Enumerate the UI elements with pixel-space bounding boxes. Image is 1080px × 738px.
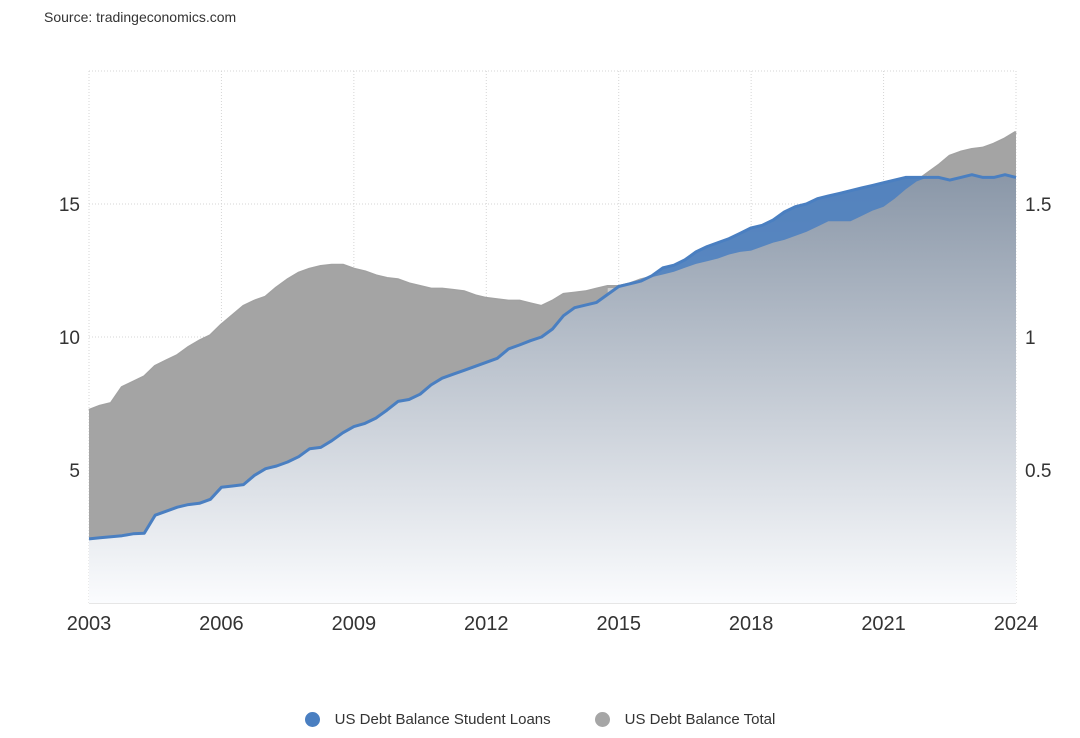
- y-right-tick-label: 1: [1025, 328, 1036, 349]
- legend-label-student-loans: US Debt Balance Student Loans: [334, 711, 551, 728]
- x-tick-label: 2021: [861, 613, 906, 635]
- x-tick-label: 2012: [464, 613, 509, 635]
- legend-item-total[interactable]: US Debt Balance Total: [594, 711, 776, 728]
- legend-marker-student-loans: [304, 712, 320, 727]
- y-axis-left: 5 10 15: [59, 195, 80, 482]
- y-axis-right: 0.5 1 1.5: [1025, 195, 1051, 482]
- area-total-above: [89, 132, 1016, 539]
- line-student-loans: [88, 173, 1017, 541]
- x-tick-label: 2006: [199, 613, 244, 635]
- x-tick-label: 2018: [729, 613, 774, 635]
- x-tick-label: 2015: [596, 613, 641, 635]
- y-left-tick-label: 5: [69, 461, 80, 482]
- y-right-tick-label: 0.5: [1025, 461, 1051, 482]
- x-tick-label: 2003: [67, 613, 112, 635]
- area-student-loans-above: [640, 177, 928, 282]
- y-left-tick-label: 15: [59, 195, 80, 216]
- x-axis: 2003 2006 2009 2012 2015 2018 2021 2024: [67, 613, 1039, 635]
- source-label: Source: tradingeconomics.com: [44, 9, 237, 25]
- plot-area: [88, 130, 1017, 603]
- legend-label-total: US Debt Balance Total: [624, 711, 776, 728]
- area-student-loans: [89, 174, 1016, 603]
- x-tick-label: 2009: [332, 613, 377, 635]
- legend-item-student-loans[interactable]: US Debt Balance Student Loans: [304, 711, 551, 728]
- x-tick-label: 2024: [994, 613, 1039, 635]
- y-left-tick-label: 10: [59, 328, 80, 349]
- legend-marker-total: [594, 712, 610, 727]
- y-right-tick-label: 1.5: [1025, 195, 1051, 216]
- legend: US Debt Balance Student Loans US Debt Ba…: [0, 711, 1080, 728]
